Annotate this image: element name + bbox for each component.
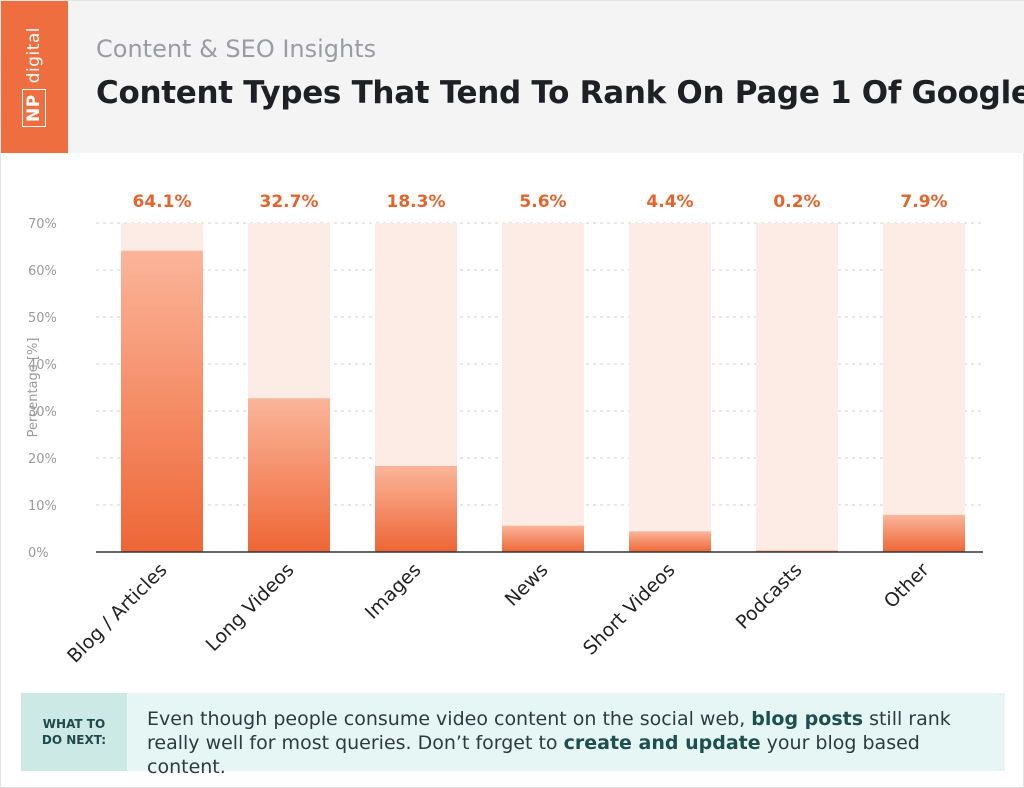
- logo-name: digital: [24, 26, 44, 84]
- category-label: Short Videos: [579, 559, 680, 660]
- bars: [121, 250, 965, 552]
- y-tick-label: 40%: [28, 358, 57, 373]
- category-label: News: [501, 559, 553, 611]
- value-label: 7.9%: [900, 192, 947, 212]
- logo-initials: NP: [22, 89, 46, 128]
- category-label: Podcasts: [732, 559, 807, 634]
- value-label: 18.3%: [387, 192, 446, 212]
- callout-label: WHAT TO DO NEXT:: [21, 693, 127, 771]
- bar: [121, 250, 203, 552]
- y-tick-label: 10%: [28, 499, 57, 514]
- value-label: 5.6%: [519, 192, 566, 212]
- bar-track: [629, 223, 711, 552]
- bar: [629, 531, 711, 552]
- y-tick-label: 20%: [28, 452, 57, 467]
- callout-label-line1: WHAT TO: [42, 717, 106, 731]
- bar-tracks: [121, 223, 965, 552]
- y-tick-label: 0%: [28, 546, 49, 561]
- value-label: 4.4%: [646, 192, 693, 212]
- value-label: 0.2%: [773, 192, 820, 212]
- value-labels: 64.1% 32.7% 18.3% 5.6% 4.4% 0.2% 7.9%: [133, 192, 948, 212]
- category-label: Images: [361, 559, 426, 624]
- callout-label-line2: DO NEXT:: [41, 733, 107, 747]
- category-label: Other: [880, 559, 934, 613]
- value-label: 64.1%: [133, 192, 192, 212]
- y-tick-label: 60%: [28, 264, 57, 279]
- page-title: Content Types That Tend To Rank On Page …: [96, 75, 1024, 111]
- callout-text: Even though people consume video content…: [147, 708, 951, 778]
- value-label: 32.7%: [260, 192, 319, 212]
- category-labels: Blog / Articles Long Videos Images News Shor…: [63, 559, 934, 668]
- y-tick-label: 50%: [28, 311, 57, 326]
- y-tick-label: 30%: [28, 405, 57, 420]
- callout-emphasis-blog-posts: blog posts: [751, 708, 864, 730]
- y-axis-ticks: 0% 10% 20% 30% 40% 50% 60% 70%: [28, 217, 57, 561]
- subtitle: Content & SEO Insights: [96, 35, 377, 63]
- callout-box: WHAT TO DO NEXT: Even though people cons…: [21, 693, 1005, 778]
- bar-track: [883, 223, 965, 552]
- bar: [248, 398, 330, 552]
- y-axis-label: Percentage [%]: [26, 338, 41, 438]
- bar-track: [502, 223, 584, 552]
- bar: [883, 514, 965, 552]
- callout-emphasis-create-update: create and update: [563, 732, 761, 754]
- bar-track: [756, 223, 838, 552]
- category-label: Long Videos: [202, 559, 299, 656]
- bar: [375, 465, 457, 552]
- category-label: Blog / Articles: [63, 559, 171, 667]
- bar-chart: 0% 10% 20% 30% 40% 50% 60% 70% 64.1% 32.7% 18.3% 5…: [26, 192, 983, 668]
- np-digital-logo: NP digital: [1, 1, 68, 153]
- header: NP digital Content & SEO Insights Content…: [1, 1, 1024, 153]
- bar: [502, 525, 584, 552]
- y-tick-label: 70%: [28, 217, 57, 232]
